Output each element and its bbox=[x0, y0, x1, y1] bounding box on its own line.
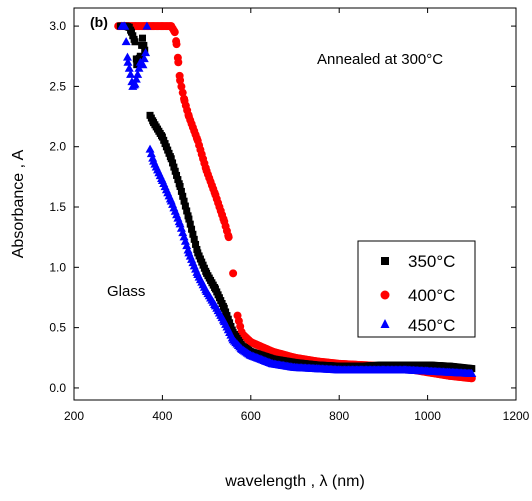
x-axis-title: wavelength , λ (nm) bbox=[224, 473, 365, 490]
x-tick-label: 600 bbox=[241, 409, 261, 423]
data-point bbox=[121, 37, 131, 46]
data-point bbox=[185, 215, 193, 223]
data-point bbox=[190, 235, 198, 243]
data-point bbox=[223, 312, 231, 320]
legend-marker-350 bbox=[381, 257, 389, 265]
legend-marker-450 bbox=[380, 319, 390, 328]
data-point bbox=[176, 76, 185, 85]
data-point bbox=[186, 220, 194, 228]
axis-ticks bbox=[73, 8, 517, 400]
y-tick-label: 2.5 bbox=[49, 79, 66, 93]
data-point bbox=[136, 52, 144, 60]
legend-label-400: 400°C bbox=[408, 286, 455, 305]
y-tick-label: 0.0 bbox=[49, 381, 66, 395]
data-point bbox=[226, 319, 234, 327]
y-tick-label: 1.5 bbox=[49, 200, 66, 214]
data-point bbox=[179, 192, 187, 200]
y-axis-title: Absorbance , A bbox=[10, 149, 27, 258]
data-point bbox=[220, 304, 228, 312]
data-point bbox=[173, 171, 181, 179]
x-tick-label: 200 bbox=[64, 409, 84, 423]
data-point bbox=[142, 21, 152, 30]
data-point bbox=[180, 197, 188, 205]
data-point bbox=[139, 54, 149, 63]
data-point bbox=[177, 82, 186, 91]
series-2 bbox=[117, 21, 477, 377]
data-point bbox=[467, 368, 477, 377]
x-tick-label: 800 bbox=[329, 409, 349, 423]
data-point bbox=[126, 69, 136, 78]
y-tick-label: 3.0 bbox=[49, 19, 66, 33]
data-point bbox=[192, 240, 200, 248]
y-tick-label: 0.5 bbox=[49, 321, 66, 335]
data-point bbox=[229, 269, 238, 278]
data-point bbox=[188, 225, 196, 233]
data-point bbox=[129, 32, 137, 40]
plot-area bbox=[114, 21, 477, 383]
data-point bbox=[130, 79, 140, 88]
panel-label: (b) bbox=[90, 14, 108, 30]
legend-box bbox=[357, 240, 476, 338]
annealing-annotation: Annealed at 300°C bbox=[317, 51, 443, 68]
data-point bbox=[146, 149, 156, 158]
data-point bbox=[131, 38, 139, 46]
legend-marker-400 bbox=[380, 290, 390, 300]
data-point bbox=[145, 144, 155, 153]
data-point bbox=[170, 28, 179, 37]
data-point bbox=[224, 233, 233, 242]
data-point bbox=[222, 308, 230, 316]
data-point bbox=[141, 48, 151, 57]
data-point bbox=[140, 41, 148, 49]
data-point bbox=[124, 63, 134, 72]
data-point bbox=[174, 58, 183, 67]
data-point bbox=[131, 74, 141, 83]
data-point bbox=[181, 202, 189, 210]
x-tick-label: 1000 bbox=[414, 409, 441, 423]
y-tick-label: 2.0 bbox=[49, 140, 66, 154]
x-tick-label: 1200 bbox=[503, 409, 530, 423]
data-point bbox=[172, 40, 181, 49]
x-tick-label: 400 bbox=[152, 409, 172, 423]
substrate-label: Glass bbox=[107, 283, 145, 300]
tick-labels: 200 400 600 800 1000 1200 0.0 0.5 1.0 1.5 2.0 2.5 3.… bbox=[49, 19, 529, 423]
data-point bbox=[171, 167, 179, 175]
data-point bbox=[189, 230, 197, 238]
data-point bbox=[224, 315, 232, 323]
y-tick-label: 1.0 bbox=[49, 260, 66, 274]
data-point bbox=[176, 183, 184, 191]
legend-label-450: 450°C bbox=[408, 316, 455, 335]
data-point bbox=[170, 163, 178, 171]
data-point bbox=[174, 176, 182, 184]
data-point bbox=[178, 88, 187, 97]
data-point bbox=[120, 21, 130, 30]
data-point bbox=[468, 365, 476, 373]
data-point bbox=[169, 159, 177, 167]
data-point bbox=[123, 57, 133, 66]
legend: 350°C 400°C 450°C bbox=[357, 240, 476, 338]
data-point bbox=[183, 207, 191, 215]
data-point bbox=[138, 60, 148, 69]
legend-label-350: 350°C bbox=[408, 252, 455, 271]
data-point bbox=[122, 52, 132, 61]
data-point bbox=[167, 155, 175, 163]
data-point bbox=[227, 322, 235, 330]
data-point bbox=[133, 69, 143, 78]
data-point bbox=[177, 187, 185, 195]
data-point bbox=[139, 34, 147, 42]
data-point bbox=[127, 28, 135, 36]
